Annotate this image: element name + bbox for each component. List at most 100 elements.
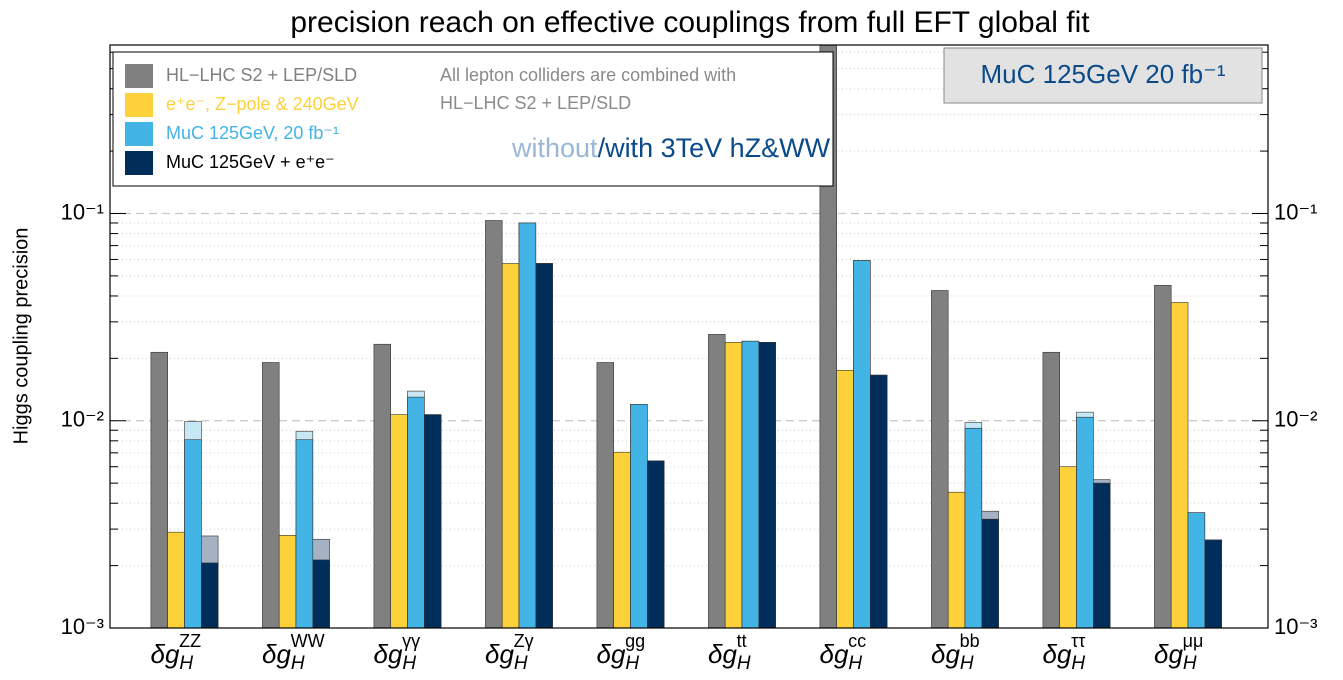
y-tick-label-right: 10⁻² bbox=[1274, 407, 1317, 432]
x-tick-sup: μμ bbox=[1183, 631, 1204, 651]
x-tick-prefix: δg bbox=[708, 639, 737, 669]
bar bbox=[1170, 302, 1189, 628]
x-tick-sub: H bbox=[960, 653, 974, 674]
bar bbox=[201, 562, 219, 628]
x-tick-prefix: δg bbox=[485, 639, 514, 669]
x-tick-label: δgHtt bbox=[708, 631, 751, 674]
x-tick-sub: H bbox=[625, 653, 639, 674]
x-tick-sup: tt bbox=[737, 631, 747, 651]
bar bbox=[964, 427, 983, 628]
x-tick-sup: ττ bbox=[1071, 631, 1085, 651]
legend-label: MuC 125GeV, 20 fb⁻¹ bbox=[166, 123, 339, 143]
bar bbox=[724, 342, 743, 628]
x-tick-sub: H bbox=[848, 653, 862, 674]
bar bbox=[613, 451, 631, 628]
bar bbox=[1204, 539, 1222, 628]
bar bbox=[869, 374, 888, 628]
x-tick-label: δgHττ bbox=[1043, 631, 1086, 674]
bar bbox=[518, 222, 537, 628]
x-tick-label: δgHZγ bbox=[485, 631, 534, 674]
y-tick-label-right: 10⁻³ bbox=[1274, 614, 1317, 639]
x-tick-label: δgHγγ bbox=[374, 631, 421, 674]
bar bbox=[931, 290, 949, 628]
bar bbox=[1042, 351, 1061, 628]
x-tick-label: δgHμμ bbox=[1154, 631, 1203, 674]
x-tick-prefix: δg bbox=[597, 639, 626, 669]
x-tick-prefix: δg bbox=[820, 639, 849, 669]
x-tick-sup: WW bbox=[291, 631, 325, 651]
x-tick-prefix: δg bbox=[262, 639, 291, 669]
bar bbox=[758, 342, 776, 628]
x-tick-sup: cc bbox=[848, 631, 866, 651]
y-tick-label: 10⁻² bbox=[61, 407, 104, 432]
bar bbox=[184, 439, 202, 628]
x-tick-label: δgHcc bbox=[820, 631, 867, 674]
x-tick-sub: H bbox=[402, 653, 416, 674]
bar bbox=[1076, 416, 1094, 628]
bar bbox=[390, 414, 408, 628]
legend-label: MuC 125GeV + e⁺e⁻ bbox=[166, 152, 335, 172]
x-tick-sup: ZZ bbox=[179, 631, 201, 651]
bar bbox=[485, 220, 503, 628]
legend-swatch bbox=[125, 93, 153, 117]
bar bbox=[1059, 466, 1077, 628]
x-tick-label: δgHgg bbox=[597, 631, 646, 674]
x-tick-sup: gg bbox=[625, 631, 645, 651]
y-tick-label: 10⁻³ bbox=[61, 614, 104, 639]
y-tick-label: 10⁻¹ bbox=[61, 199, 104, 224]
legend-swatch bbox=[125, 122, 153, 146]
bar bbox=[630, 404, 648, 628]
y-tick-label-right: 10⁻¹ bbox=[1274, 199, 1317, 224]
x-tick-label: δgHbb bbox=[931, 631, 980, 674]
bar bbox=[1154, 285, 1172, 628]
x-tick-prefix: δg bbox=[374, 639, 403, 669]
bars bbox=[150, 45, 1222, 628]
x-tick-prefix: δg bbox=[931, 639, 960, 669]
x-tick-sup: Zγ bbox=[514, 631, 534, 651]
x-tick-sub: H bbox=[514, 653, 528, 674]
legend-swatch bbox=[125, 151, 153, 175]
annotation-box bbox=[943, 47, 1263, 104]
x-tick-sup: bb bbox=[960, 631, 980, 651]
bar bbox=[312, 559, 330, 628]
bar bbox=[295, 439, 314, 628]
y-axis-label: Higgs coupling precision bbox=[10, 228, 32, 445]
legend: HL−LHC S2 + LEP/SLD e⁺e⁻, Z−pole & 240GeV… bbox=[125, 64, 359, 175]
x-tick-sub: H bbox=[291, 653, 305, 674]
legend-label: e⁺e⁻, Z−pole & 240GeV bbox=[166, 94, 359, 114]
x-tick-sub: H bbox=[737, 653, 751, 674]
x-tick-label: δgHWW bbox=[262, 631, 325, 674]
x-tick-prefix: δg bbox=[1043, 639, 1072, 669]
without-with-note: without/with 3TeV hZ&WW bbox=[511, 133, 831, 163]
bar bbox=[819, 45, 838, 628]
bar bbox=[981, 518, 999, 628]
x-tick-label: δgHZZ bbox=[151, 631, 202, 674]
bar bbox=[1093, 482, 1111, 628]
x-tick-sub: H bbox=[1071, 653, 1085, 674]
bar bbox=[853, 260, 871, 628]
bar bbox=[646, 460, 665, 628]
bar bbox=[836, 370, 854, 628]
x-tick-sup: γγ bbox=[402, 631, 420, 651]
bar bbox=[150, 351, 168, 628]
with-label: /with 3TeV hZ&WW bbox=[598, 133, 831, 163]
legend-label: HL−LHC S2 + LEP/SLD bbox=[166, 65, 357, 85]
legend-box bbox=[112, 51, 834, 187]
chart-title: precision reach on effective couplings f… bbox=[290, 6, 1090, 39]
bar bbox=[708, 334, 726, 628]
x-tick-sub: H bbox=[1183, 653, 1197, 674]
bar bbox=[501, 263, 520, 628]
x-tick-sub: H bbox=[179, 653, 193, 674]
bar bbox=[407, 396, 425, 628]
bar bbox=[167, 531, 185, 628]
bar bbox=[423, 414, 442, 628]
bar bbox=[947, 491, 966, 628]
bar bbox=[596, 362, 615, 628]
legend-note: All lepton colliders are combined with bbox=[440, 65, 736, 85]
x-tick-prefix: δg bbox=[1154, 639, 1183, 669]
legend-note: HL−LHC S2 + LEP/SLD bbox=[440, 93, 631, 113]
without-label: without bbox=[511, 133, 598, 163]
bar bbox=[373, 343, 391, 628]
x-tick-prefix: δg bbox=[151, 639, 180, 669]
